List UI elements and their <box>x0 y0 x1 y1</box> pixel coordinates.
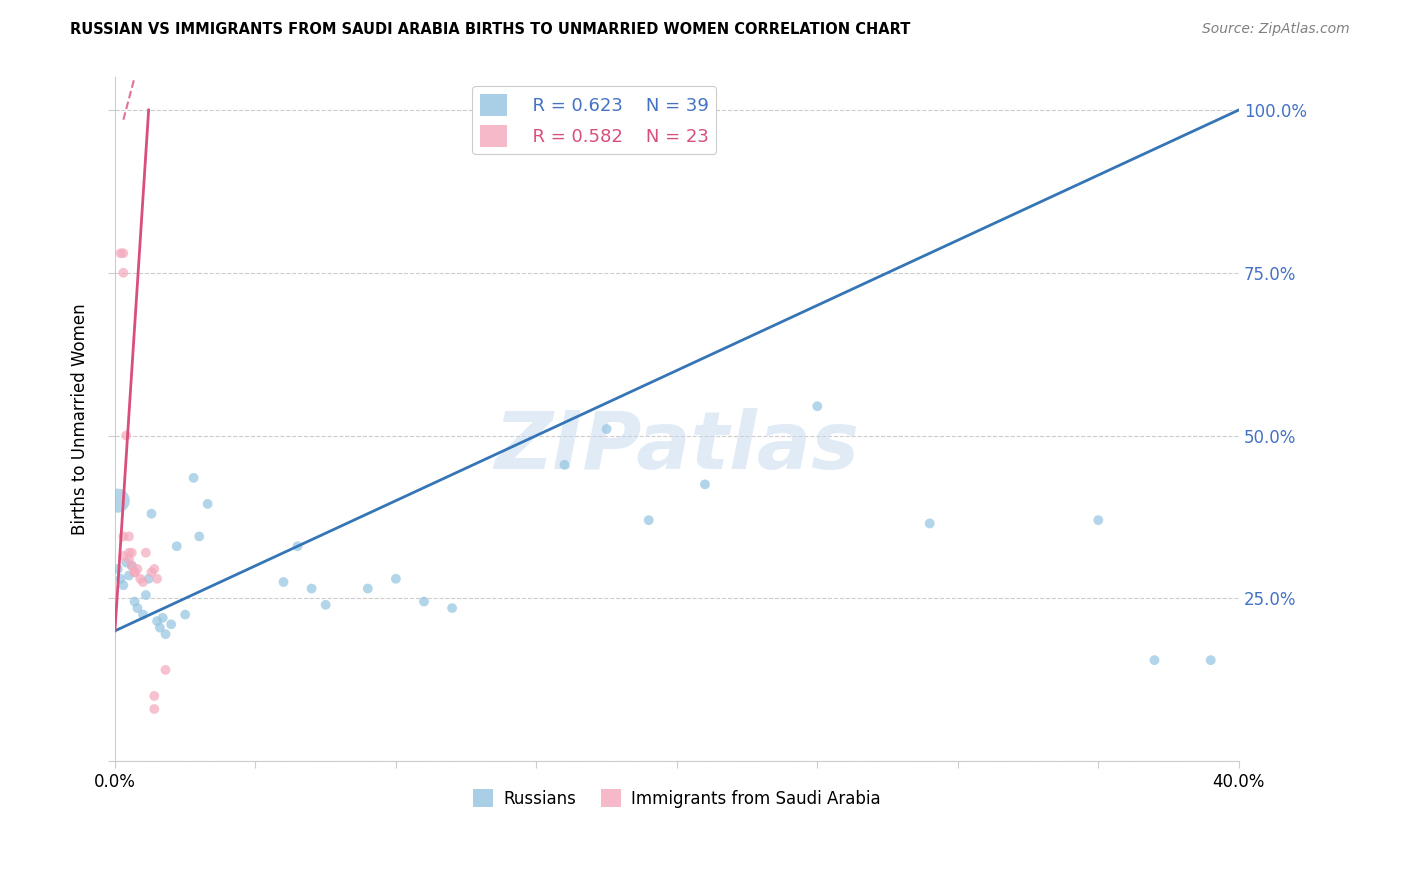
Point <box>138 572 160 586</box>
Point <box>129 572 152 586</box>
Point <box>143 562 166 576</box>
Point <box>118 552 141 566</box>
Text: RUSSIAN VS IMMIGRANTS FROM SAUDI ARABIA BIRTHS TO UNMARRIED WOMEN CORRELATION CH: RUSSIAN VS IMMIGRANTS FROM SAUDI ARABIA … <box>70 22 911 37</box>
Point <box>188 529 211 543</box>
Point <box>197 497 219 511</box>
Point <box>143 702 166 716</box>
Point <box>183 471 205 485</box>
Point <box>155 663 177 677</box>
Text: ZIPatlas: ZIPatlas <box>495 408 859 485</box>
Point <box>115 428 138 442</box>
Point <box>155 627 177 641</box>
Point <box>141 566 163 580</box>
Point <box>413 594 436 608</box>
Point <box>110 572 132 586</box>
Legend: Russians, Immigrants from Saudi Arabia: Russians, Immigrants from Saudi Arabia <box>467 783 887 814</box>
Point <box>127 601 149 615</box>
Point <box>118 568 141 582</box>
Point <box>112 578 135 592</box>
Point <box>112 529 135 543</box>
Point <box>693 477 716 491</box>
Point <box>806 399 828 413</box>
Point <box>143 689 166 703</box>
Point <box>132 607 155 622</box>
Y-axis label: Births to Unmarried Women: Births to Unmarried Women <box>72 303 89 535</box>
Point <box>385 572 408 586</box>
Point <box>152 611 174 625</box>
Point <box>115 556 138 570</box>
Point <box>107 493 129 508</box>
Point <box>124 566 146 580</box>
Point <box>124 594 146 608</box>
Point <box>273 574 295 589</box>
Point <box>112 266 135 280</box>
Point <box>112 246 135 260</box>
Point <box>315 598 337 612</box>
Point <box>124 566 146 580</box>
Point <box>553 458 575 472</box>
Point <box>1199 653 1222 667</box>
Point <box>118 529 141 543</box>
Point <box>160 617 183 632</box>
Point <box>166 539 188 553</box>
Point <box>121 546 143 560</box>
Point <box>287 539 309 553</box>
Point <box>146 614 169 628</box>
Point <box>149 621 172 635</box>
Text: Source: ZipAtlas.com: Source: ZipAtlas.com <box>1202 22 1350 37</box>
Point <box>174 607 197 622</box>
Point <box>118 546 141 560</box>
Point <box>121 558 143 573</box>
Point <box>141 507 163 521</box>
Point <box>441 601 464 615</box>
Point <box>135 588 157 602</box>
Point <box>121 558 143 573</box>
Point <box>1087 513 1109 527</box>
Point <box>107 562 129 576</box>
Point <box>146 572 169 586</box>
Point <box>301 582 323 596</box>
Point <box>595 422 617 436</box>
Point <box>637 513 659 527</box>
Point <box>135 546 157 560</box>
Point <box>127 562 149 576</box>
Point <box>918 516 941 531</box>
Point <box>112 549 135 563</box>
Point <box>1143 653 1166 667</box>
Point <box>110 246 132 260</box>
Point <box>132 574 155 589</box>
Point <box>357 582 380 596</box>
